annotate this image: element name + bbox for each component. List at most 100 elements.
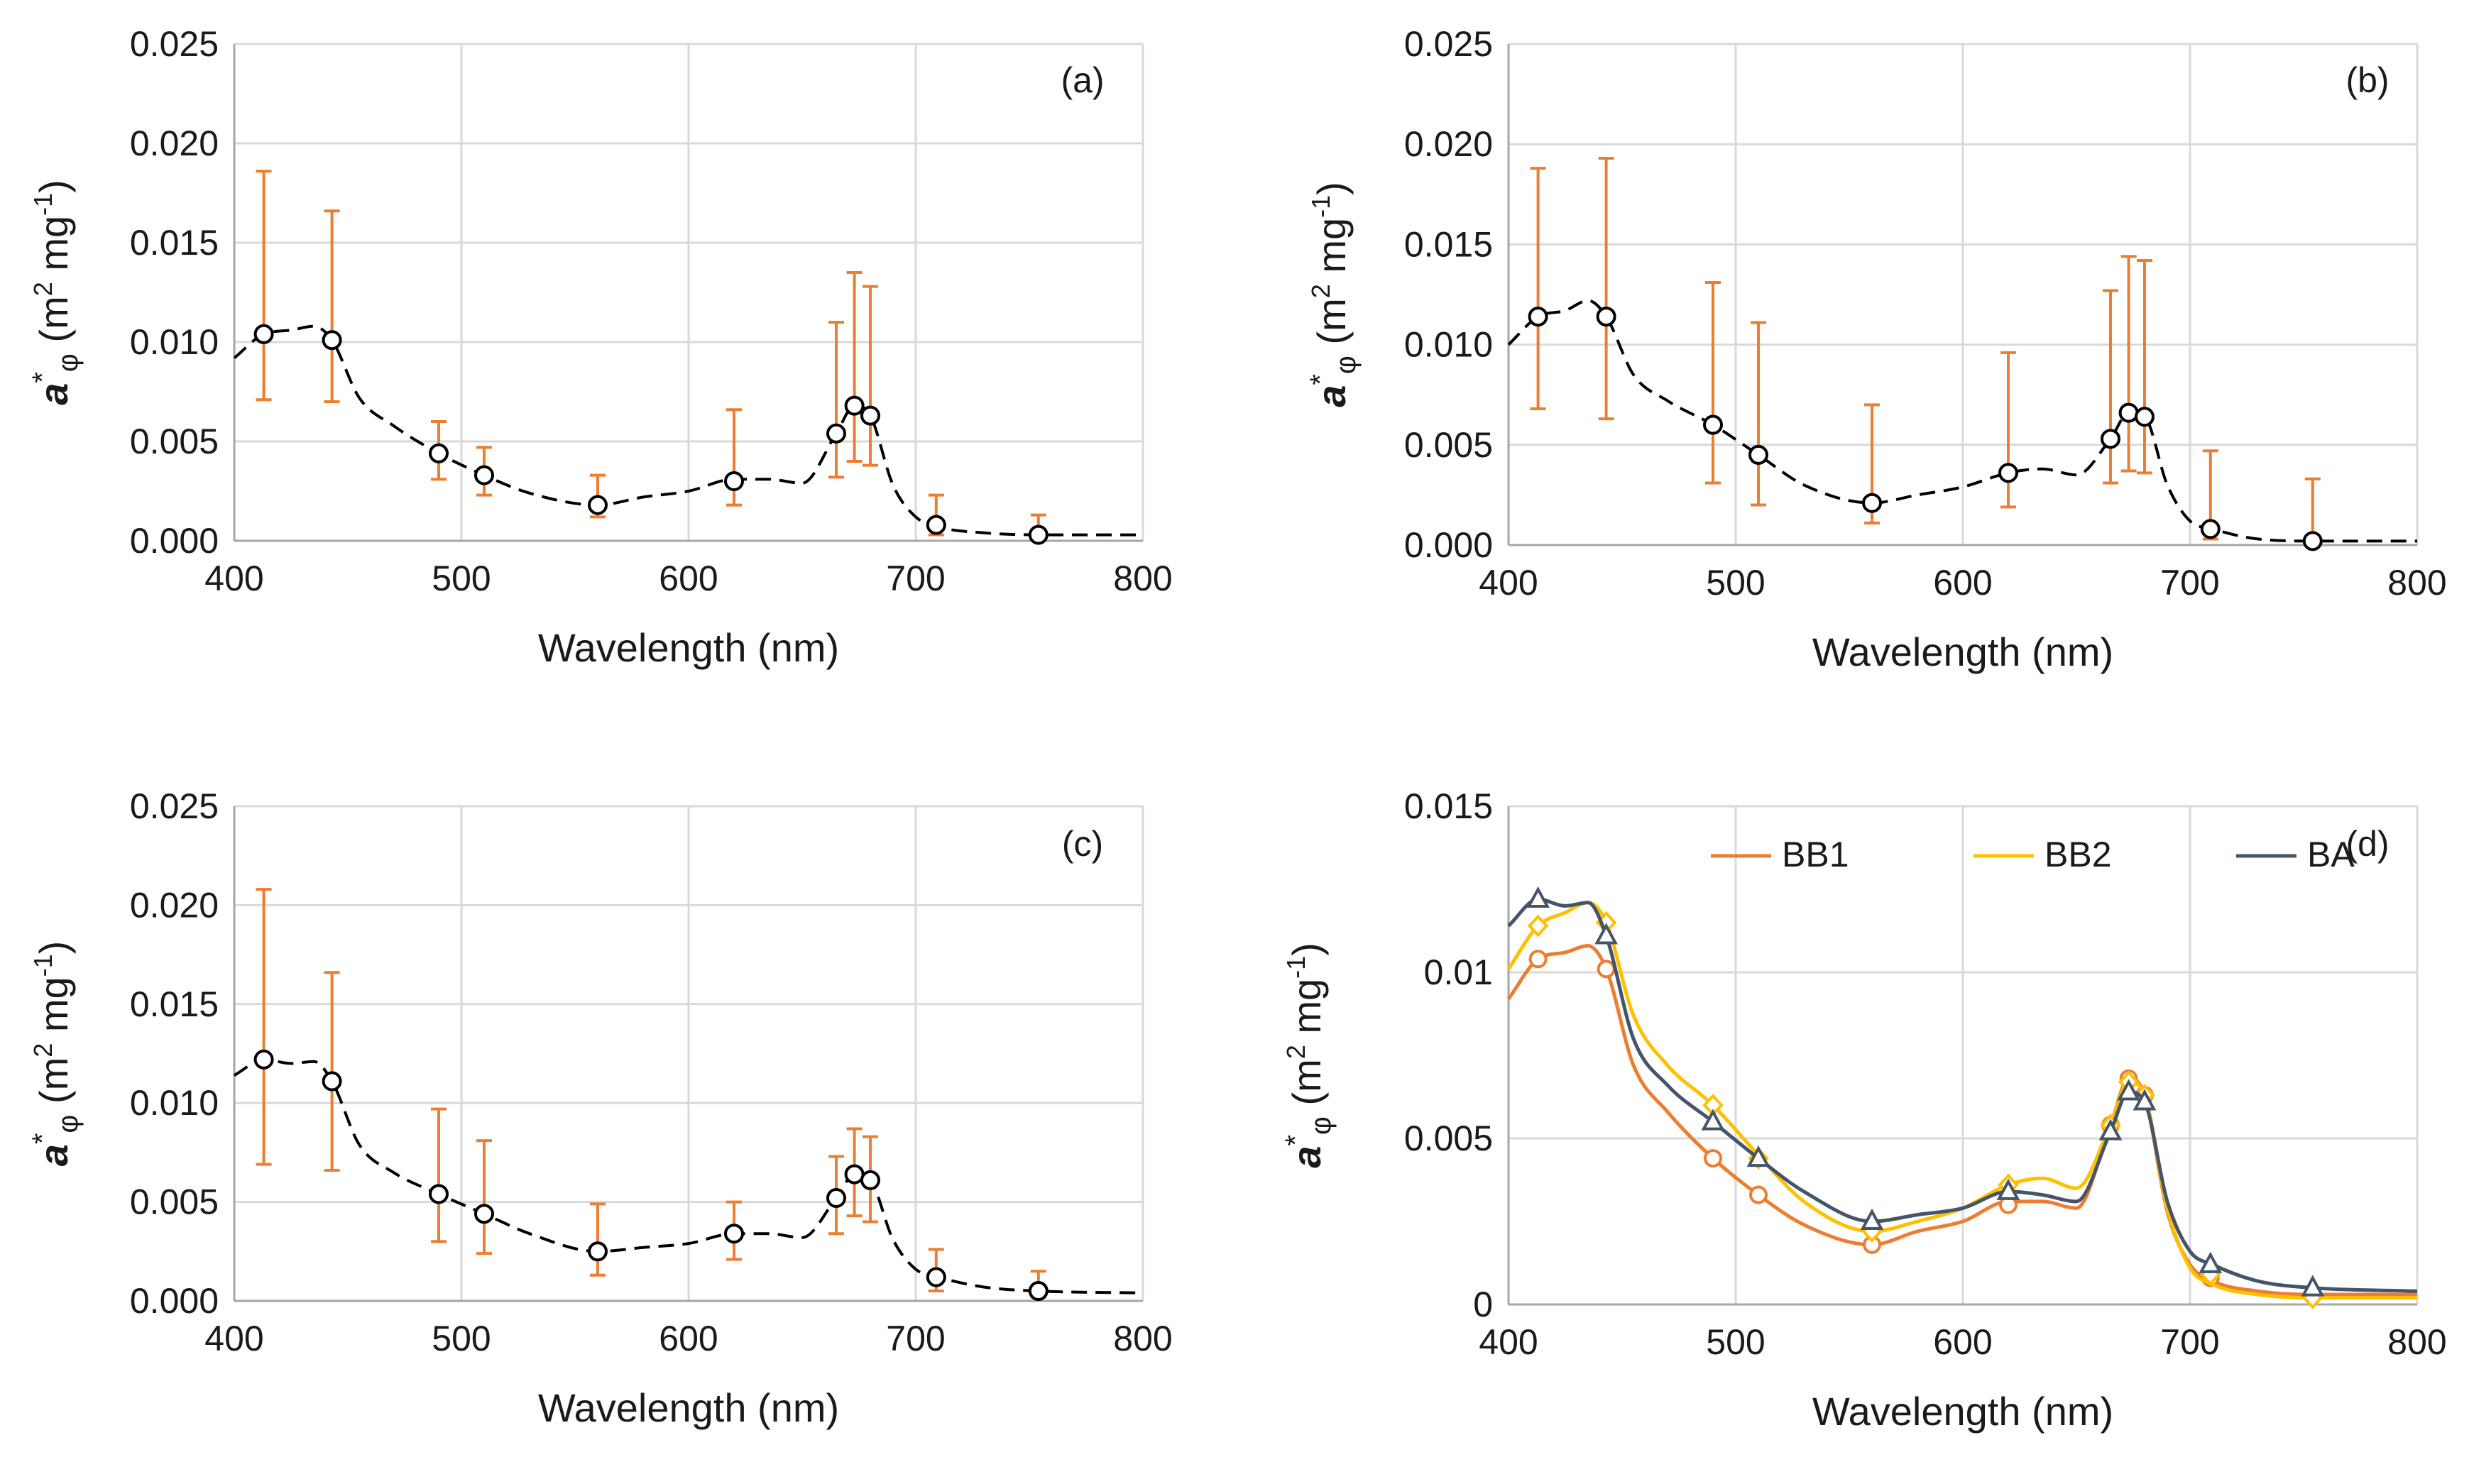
- y-tick-label: 0: [1473, 1285, 1493, 1324]
- y-tick-label: 0.01: [1424, 952, 1493, 992]
- series-marker-ba: [1594, 923, 1618, 945]
- data-point: [322, 1071, 342, 1092]
- x-tick-label: 800: [2387, 563, 2446, 603]
- x-tick-label: 500: [1706, 1322, 1765, 1362]
- data-point: [826, 1188, 846, 1209]
- y-tick-label: 0.020: [130, 885, 219, 925]
- panel-label: (a): [1061, 60, 1104, 100]
- mean-curve: [1507, 299, 2417, 543]
- chart-panel-1: 400 500 600 700 800 0.000 0.005 0.010 0.015 0.020…: [27, 24, 1173, 670]
- legend: BB1 BB2 BA: [1711, 835, 2355, 874]
- y-axis-label: a*φ (m2 mg-1): [1280, 942, 1337, 1168]
- y-tick-label: 0.015: [1404, 224, 1493, 264]
- y-axis-label: a*φ (m2 mg-1): [27, 180, 84, 405]
- y-tick-label: 0.010: [130, 322, 219, 362]
- legend-label-ba: BA: [2307, 835, 2355, 874]
- data-point: [474, 1204, 494, 1224]
- data-point: [926, 515, 946, 535]
- panel-label: (b): [2345, 60, 2389, 100]
- data-point: [1028, 524, 1049, 545]
- y-tick-label: 0.010: [130, 1083, 219, 1123]
- data-point: [1998, 463, 2018, 483]
- data-point: [253, 324, 274, 344]
- chart-panel-2: 400 500 600 700 800 0.000 0.005 0.010 0.015 0.020…: [1305, 24, 2447, 674]
- series-marker-ba: [1526, 886, 1550, 908]
- y-tick-label: 0.020: [1404, 124, 1493, 164]
- data-point: [253, 1049, 274, 1070]
- data-point: [844, 1164, 865, 1185]
- data-point: [1596, 307, 1616, 327]
- data-point: [724, 471, 744, 491]
- x-tick-label: 400: [1479, 563, 1538, 603]
- chart-panel-3: 400 500 600 700 800 0.000 0.005 0.010 0.015 0.020…: [27, 786, 1173, 1430]
- series-marker-bb2: [1527, 914, 1549, 938]
- data-point: [1528, 307, 1548, 327]
- y-tick-label: 0.015: [130, 984, 219, 1024]
- series-marker-ba: [1701, 1109, 1725, 1131]
- data-point: [860, 405, 880, 426]
- legend-label-bb1: BB1: [1782, 835, 1849, 874]
- series-marker-ba: [2199, 1251, 2223, 1273]
- x-tick-label: 400: [204, 1319, 263, 1358]
- x-tick-label: 500: [1706, 563, 1765, 603]
- x-tick-label: 600: [1933, 563, 1992, 603]
- y-tick-label: 0.005: [1404, 1119, 1493, 1158]
- data-point: [322, 330, 342, 351]
- y-tick-label: 0.015: [1404, 786, 1493, 826]
- series-marker-ba: [2133, 1089, 2157, 1111]
- legend-label-bb2: BB2: [2044, 835, 2112, 874]
- data-point: [588, 1241, 608, 1262]
- x-tick-label: 400: [204, 559, 263, 598]
- y-tick-label: 0.020: [130, 123, 219, 163]
- data-point: [429, 443, 449, 463]
- data-point: [474, 465, 494, 485]
- mean-curve: [233, 324, 1143, 537]
- y-tick-label: 0.000: [130, 1281, 219, 1321]
- series-marker-ba: [2098, 1119, 2123, 1141]
- data-point: [2118, 402, 2139, 423]
- mean-curve: [234, 1057, 1144, 1295]
- y-tick-label: 0.025: [1404, 24, 1493, 64]
- data-point: [1748, 444, 1768, 465]
- y-axis-label: a*φ (m2 mg-1): [1305, 182, 1362, 407]
- x-axis-label: Wavelength (nm): [1812, 630, 2113, 674]
- x-tick-label: 600: [1933, 1322, 1992, 1362]
- x-axis-label: Wavelength (nm): [1812, 1389, 2113, 1434]
- series-marker-bb1: [1749, 1185, 1768, 1204]
- x-tick-label: 800: [1113, 1319, 1172, 1358]
- x-tick-label: 400: [1479, 1322, 1538, 1362]
- series-marker-ba: [1746, 1145, 1770, 1167]
- x-tick-label: 600: [659, 559, 718, 598]
- y-axis-label: a*φ (m2 mg-1): [27, 941, 84, 1167]
- data-point: [2302, 531, 2323, 551]
- data-point: [1862, 493, 1882, 513]
- data-point: [1028, 1281, 1049, 1302]
- data-point: [860, 1170, 880, 1190]
- y-tick-label: 0.000: [130, 521, 219, 561]
- data-point: [1703, 414, 1723, 435]
- series-marker-ba: [1996, 1178, 2020, 1200]
- data-point: [2101, 429, 2120, 449]
- series-marker-ba: [2301, 1275, 2325, 1297]
- y-tick-label: 0.010: [1404, 325, 1493, 365]
- x-tick-label: 700: [2160, 563, 2219, 603]
- y-tick-label: 0.015: [130, 223, 219, 263]
- x-axis-label: Wavelength (nm): [538, 1385, 839, 1430]
- data-point: [926, 1267, 946, 1287]
- x-tick-label: 700: [886, 1319, 945, 1358]
- series-marker-bb1: [1528, 950, 1548, 969]
- x-tick-label: 700: [886, 559, 945, 598]
- x-tick-label: 600: [659, 1319, 718, 1358]
- series-line-ba: [1507, 897, 2418, 1293]
- data-point: [844, 395, 865, 416]
- data-point: [724, 1224, 744, 1244]
- y-tick-label: 0.000: [1404, 525, 1493, 565]
- series-marker-bb1: [1704, 1149, 1722, 1168]
- y-tick-label: 0.005: [130, 1182, 219, 1222]
- y-tick-label: 0.005: [1404, 425, 1493, 465]
- chart-panel-4: 400 500 600 700 800 0 0.005 0.01 0.015 Wavelength…: [1280, 786, 2447, 1434]
- x-tick-label: 500: [432, 1319, 491, 1358]
- x-tick-label: 500: [432, 559, 491, 598]
- series-marker-ba: [1860, 1208, 1884, 1230]
